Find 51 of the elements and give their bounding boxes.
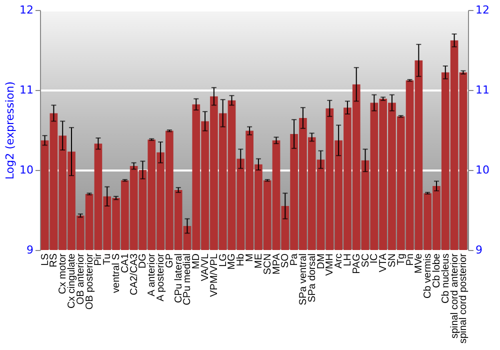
y-tick-label: 12 — [20, 4, 34, 16]
x-tick-label: DG — [138, 253, 149, 268]
x-tick-label: VMH — [324, 254, 336, 276]
x-tick-label: A posterior — [156, 252, 167, 302]
x-tick-label: RS — [48, 253, 60, 268]
x-tick-label: Pir — [93, 252, 104, 266]
x-tick-label: SO — [280, 253, 292, 268]
x-tick-label: A anterior — [146, 252, 158, 296]
x-tick-label: OB posterior — [84, 252, 96, 310]
y2-tick-label: 10 — [476, 164, 490, 176]
x-tick-label: DM — [316, 254, 327, 270]
x-tick-label: VPM/VPL — [208, 253, 220, 297]
x-tick-label: Pn — [404, 254, 416, 266]
x-tick-label: ventral S — [111, 253, 122, 293]
x-tick-label: MPA — [271, 253, 282, 274]
x-tick-label: CPu medial — [182, 254, 194, 306]
x-tick-label: IC — [369, 254, 380, 264]
x-tick-label: LS — [40, 253, 51, 266]
y-tick-label: 9 — [26, 244, 34, 256]
x-tick-label: M — [244, 254, 256, 262]
x-tick-label: Cb lobe — [431, 253, 442, 288]
x-tick-label: SC — [360, 254, 372, 268]
x-tick-label: MVe — [414, 253, 425, 274]
x-tick-label: OB anterior — [75, 252, 86, 305]
x-tick-label: LG — [218, 253, 229, 267]
y2-tick-label: 11 — [476, 84, 490, 96]
x-tick-label: Arc — [334, 254, 345, 268]
x-tick-label: Cb nucleus — [440, 254, 452, 304]
x-tick-label: SCN — [262, 254, 274, 275]
x-tick-label: Pa — [289, 253, 300, 266]
y-tick-label: 10 — [20, 164, 34, 176]
x-tick-label: SN — [386, 254, 398, 268]
x-tick-label: CA1 — [120, 253, 131, 273]
x-tick-label: SPa ventral — [298, 254, 309, 306]
x-tick-label: spinal cord anterior — [449, 252, 460, 339]
x-tick-label: LH — [342, 254, 354, 266]
x-tick-label: Tu — [102, 254, 114, 265]
y2-tick-label: 9 — [476, 244, 482, 256]
x-tick-label: VTA — [378, 253, 390, 272]
y-axis-title: Log2 (expression) — [4, 81, 17, 180]
x-tick-label: Tg — [396, 254, 407, 266]
y-tick-label: 11 — [20, 84, 34, 96]
y2-tick-label: 12 — [476, 4, 490, 16]
x-tick-label: GP — [164, 253, 176, 268]
x-tick-label: SPa dorsal — [306, 254, 318, 302]
x-tick-label: spinal cord posterior — [458, 252, 470, 344]
x-tick-label: Hb — [236, 253, 247, 266]
x-tick-label: PAG — [351, 253, 362, 274]
x-tick-label: ME — [253, 253, 264, 268]
x-tick-label: CA2/CA3 — [128, 253, 140, 296]
x-tick-label: Cx cingulate — [66, 253, 78, 309]
